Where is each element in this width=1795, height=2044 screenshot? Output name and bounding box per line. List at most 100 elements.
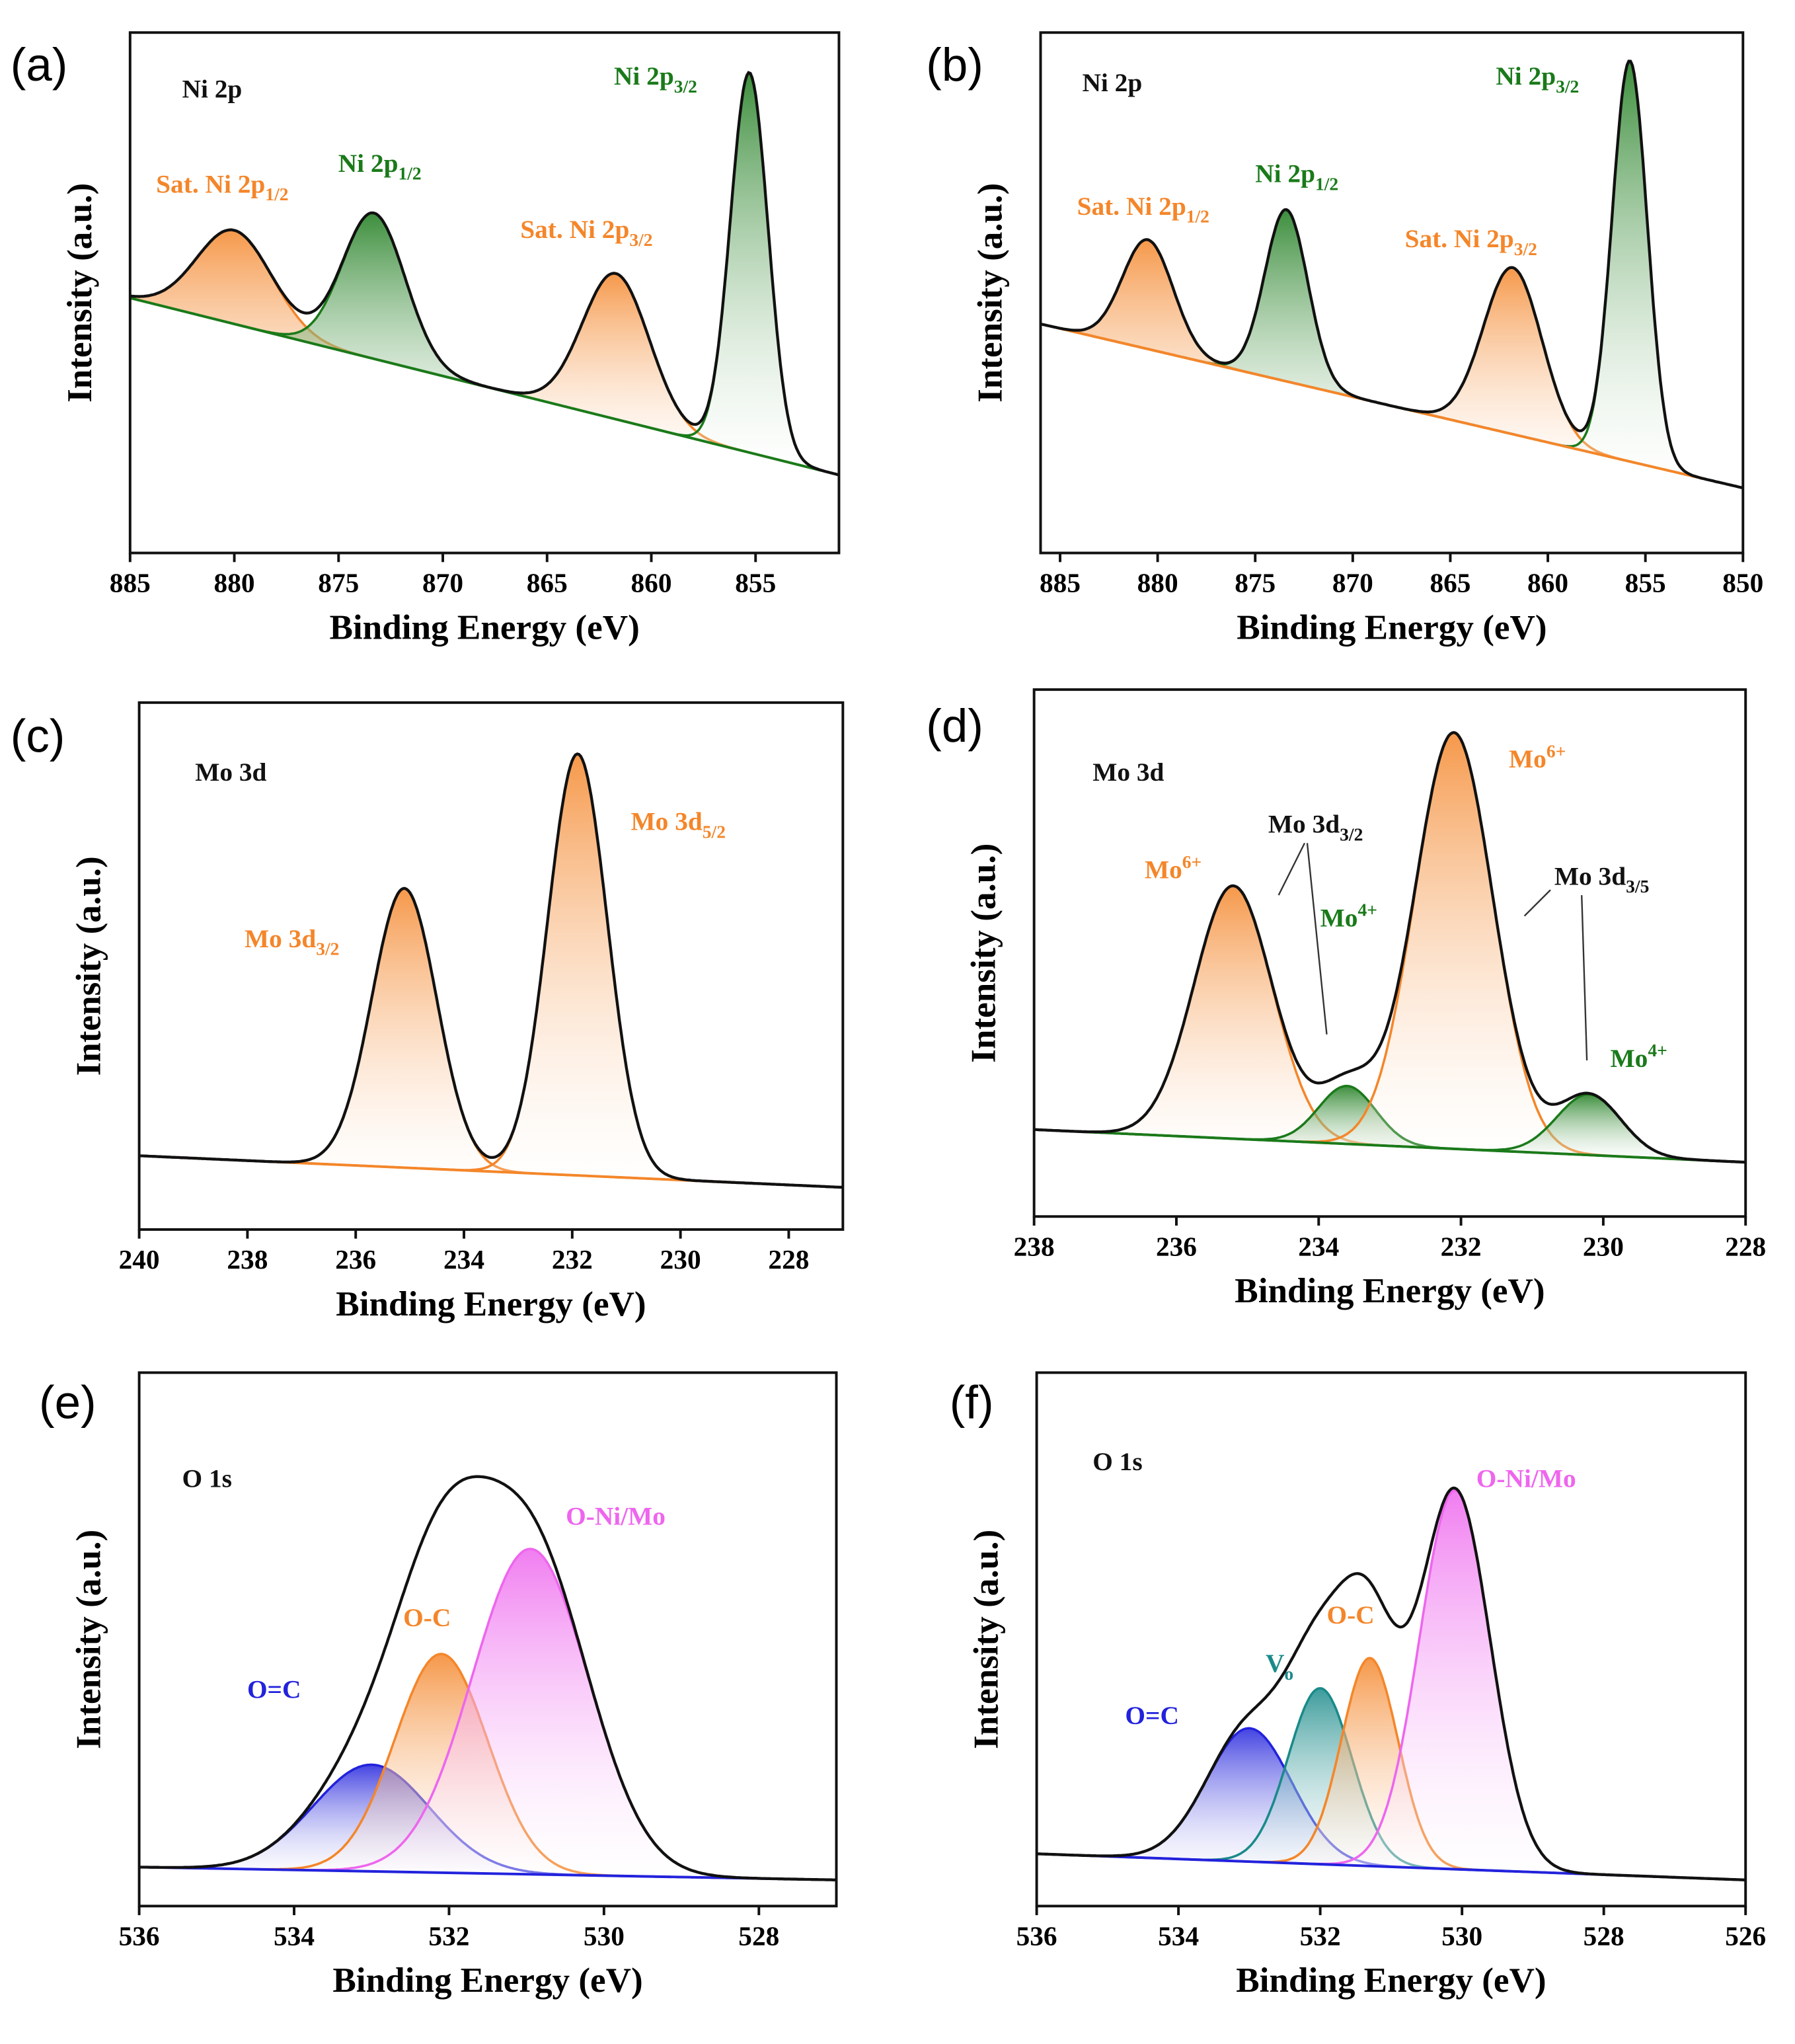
annotation-text: O-C <box>1326 1600 1374 1630</box>
annotation-sub: o <box>1284 1663 1293 1684</box>
annotation: O-Ni/Mo <box>566 1502 666 1531</box>
envelope <box>130 71 839 477</box>
x-tick-label: 232 <box>1441 1231 1482 1261</box>
background-line <box>1034 1128 1746 1164</box>
annotation-text: Mo <box>1145 855 1182 884</box>
annotation-sup: 4+ <box>1357 900 1377 920</box>
annotation-text: Ni 2p <box>338 149 399 178</box>
annotation-text: Sat. Ni 2p <box>1077 192 1186 221</box>
x-tick-label: 534 <box>1158 1920 1199 1951</box>
annotation-text: Mo 3d <box>1554 861 1626 890</box>
annotation-sup: 6+ <box>1182 851 1202 872</box>
panel-letter: (c) <box>11 711 65 763</box>
annotation: O-C <box>403 1603 451 1632</box>
plot-area <box>130 71 839 477</box>
annotation: Mo6+ <box>1145 851 1202 884</box>
arrow <box>1581 895 1588 1061</box>
annotation: Sat. Ni 2p1/2 <box>156 169 288 204</box>
envelope <box>139 1475 837 1881</box>
x-axis-title: Binding Energy (eV) <box>336 1285 646 1323</box>
annotation-text: V <box>1266 1649 1284 1678</box>
x-tick-label: 234 <box>1298 1231 1339 1261</box>
x-axis-title: Binding Energy (eV) <box>1235 1272 1545 1310</box>
annotation: Sat. Ni 2p3/2 <box>520 215 652 250</box>
annotation: Sat. Ni 2p1/2 <box>1077 192 1209 227</box>
peak-fill <box>1040 267 1743 489</box>
peak-fill <box>1036 1658 1746 1880</box>
peak-fill <box>130 73 839 475</box>
x-tick-label: 232 <box>552 1244 593 1275</box>
annotation-text: O-Ni/Mo <box>1476 1464 1576 1493</box>
annotation-text: O 1s <box>1092 1447 1142 1476</box>
x-tick-label: 870 <box>422 568 463 598</box>
x-tick-label: 860 <box>1527 568 1568 598</box>
annotation-sub: 3/2 <box>1556 76 1579 97</box>
x-tick-label: 236 <box>335 1244 376 1275</box>
annotation: Mo6+ <box>1509 740 1566 773</box>
x-tick-label: 228 <box>1725 1231 1766 1261</box>
annotation-text: Mo 3d <box>195 758 266 787</box>
x-axis-title: Binding Energy (eV) <box>332 1961 642 2000</box>
x-tick-label: 880 <box>1137 568 1178 598</box>
panel: 536 534 532 530 528 526 Binding Energy (eV) Int… <box>950 1371 1766 2000</box>
annotation: Ni 2p <box>1082 68 1142 97</box>
annotation-text: Mo <box>1320 903 1358 932</box>
annotation: Mo4+ <box>1611 1040 1667 1073</box>
x-axis-title: Binding Energy (eV) <box>1236 1961 1546 2000</box>
annotation-text: Ni 2p <box>1082 68 1142 97</box>
x-tick-label: 238 <box>1014 1231 1055 1261</box>
x-tick-label: 534 <box>274 1920 315 1951</box>
x-axis-title: Binding Energy (eV) <box>329 608 639 647</box>
annotation-text: Mo 3d <box>1092 758 1164 787</box>
annotation: Ni 2p3/2 <box>1496 61 1579 97</box>
annotation-sub: 1/2 <box>398 163 421 184</box>
annotation-text: Ni 2p <box>614 61 674 91</box>
annotation-sub: 1/2 <box>1186 206 1209 227</box>
x-tick-label: 875 <box>1235 568 1276 598</box>
plot-area <box>139 752 843 1189</box>
annotation-text: Ni 2p <box>1496 61 1556 91</box>
plot-frame <box>1032 688 1747 1218</box>
x-tick-label: 238 <box>227 1244 268 1275</box>
x-tick-label: 528 <box>1584 1920 1624 1951</box>
annotation: Mo 3d3/2 <box>1268 810 1363 845</box>
peak-fill <box>139 1764 837 1880</box>
annotation-sup: 4+ <box>1648 1040 1667 1060</box>
peak-fill <box>130 273 839 475</box>
panel: 240 238 236 234 232 230 228 Binding Energy (eV)… <box>11 701 845 1323</box>
background-line <box>139 1866 837 1881</box>
plot-frame <box>137 1371 838 1908</box>
x-tick-label: 875 <box>318 568 359 598</box>
peak-fill <box>1034 732 1746 1163</box>
arrows <box>1278 842 1588 1061</box>
x-tick-label: 234 <box>443 1244 484 1275</box>
annotation-sub: 1/2 <box>1315 173 1338 194</box>
panel-letter: (b) <box>926 39 983 91</box>
annotation: O-C <box>1326 1600 1374 1630</box>
peak-fill <box>1036 1728 1746 1880</box>
envelope <box>139 752 843 1189</box>
annotation-text: Mo <box>1509 744 1547 773</box>
annotation-sup: 6+ <box>1547 740 1566 761</box>
plot-frame <box>137 701 845 1231</box>
annotation: Mo 3d3/5 <box>1554 861 1649 896</box>
x-tick-label: 532 <box>1300 1920 1341 1951</box>
panel: 238 236 234 232 230 228 Binding Energy (eV) Int… <box>926 688 1766 1310</box>
panel: 885 880 875 870 865 860 855 850 Binding Energy (… <box>926 31 1763 647</box>
y-axis-title: Intensity (a.u.) <box>61 183 99 403</box>
x-tick-label: 865 <box>1430 568 1470 598</box>
x-tick-label: 530 <box>584 1920 625 1951</box>
annotation: Ni 2p <box>182 75 243 104</box>
arrow <box>1306 843 1328 1035</box>
x-tick-label: 532 <box>428 1920 469 1951</box>
x-tick-label: 230 <box>660 1244 701 1275</box>
x-tick-label: 228 <box>768 1244 809 1275</box>
panel-letter: (e) <box>39 1376 96 1429</box>
peak-line <box>139 752 843 1189</box>
x-tick-label: 865 <box>527 568 568 598</box>
x-tick-label: 536 <box>1016 1920 1057 1951</box>
x-tick-label: 855 <box>735 568 776 598</box>
annotation: Mo 3d5/2 <box>631 807 726 842</box>
plot-area <box>139 1475 837 1881</box>
x-tick-label: 870 <box>1332 568 1373 598</box>
